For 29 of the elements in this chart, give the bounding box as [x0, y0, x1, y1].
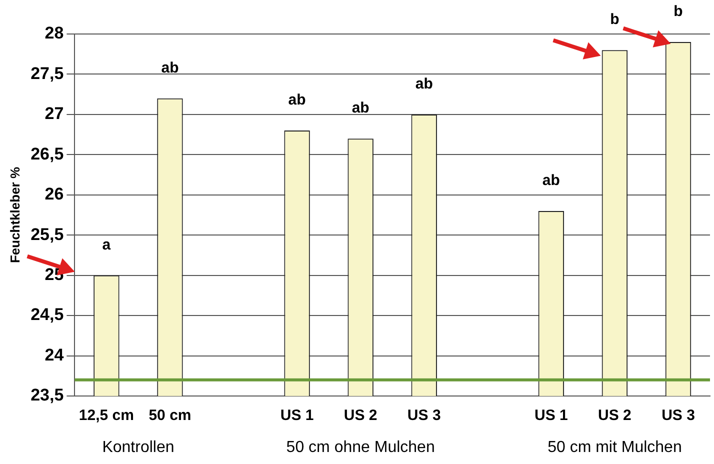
data-label: ab — [415, 75, 433, 92]
y-tick-label: 28 — [44, 24, 64, 43]
data-label: b — [610, 11, 620, 28]
data-label: ab — [161, 59, 179, 76]
y-tick-label: 27,5 — [30, 64, 64, 83]
x-tick-label: US 3 — [662, 407, 695, 424]
x-tick-label: 50 cm — [148, 407, 192, 424]
data-label: ab — [542, 172, 560, 189]
x-tick-label: US 3 — [407, 407, 441, 424]
data-label: ab — [352, 100, 370, 117]
y-tick-label: 26,5 — [30, 144, 64, 164]
x-tick-label: US 1 — [534, 407, 568, 424]
x-tick-label: US 2 — [598, 407, 632, 424]
text: Kontrollen — [102, 439, 174, 456]
y-tick-label: 26 — [44, 184, 64, 204]
y-tick-label: 25,5 — [30, 224, 64, 244]
x-tick-label: US 1 — [280, 407, 314, 424]
y-tick-label: 24 — [44, 345, 64, 364]
data-label: a — [102, 236, 112, 254]
x-tick-label: 12,5 cm — [78, 407, 134, 424]
y-axis-title: Feuchtkleber % — [7, 166, 22, 264]
text: 50 cm ohne Mulchen — [286, 439, 435, 456]
y-tick-label: 27 — [44, 104, 64, 124]
y-tick-label: 24,5 — [30, 305, 64, 324]
x-tick-label: US 2 — [344, 407, 378, 424]
data-label: b — [674, 3, 683, 20]
y-tick-label: 23,5 — [30, 386, 64, 405]
data-label: ab — [288, 92, 306, 109]
text: 50 cm mit Mulchen — [548, 439, 682, 456]
